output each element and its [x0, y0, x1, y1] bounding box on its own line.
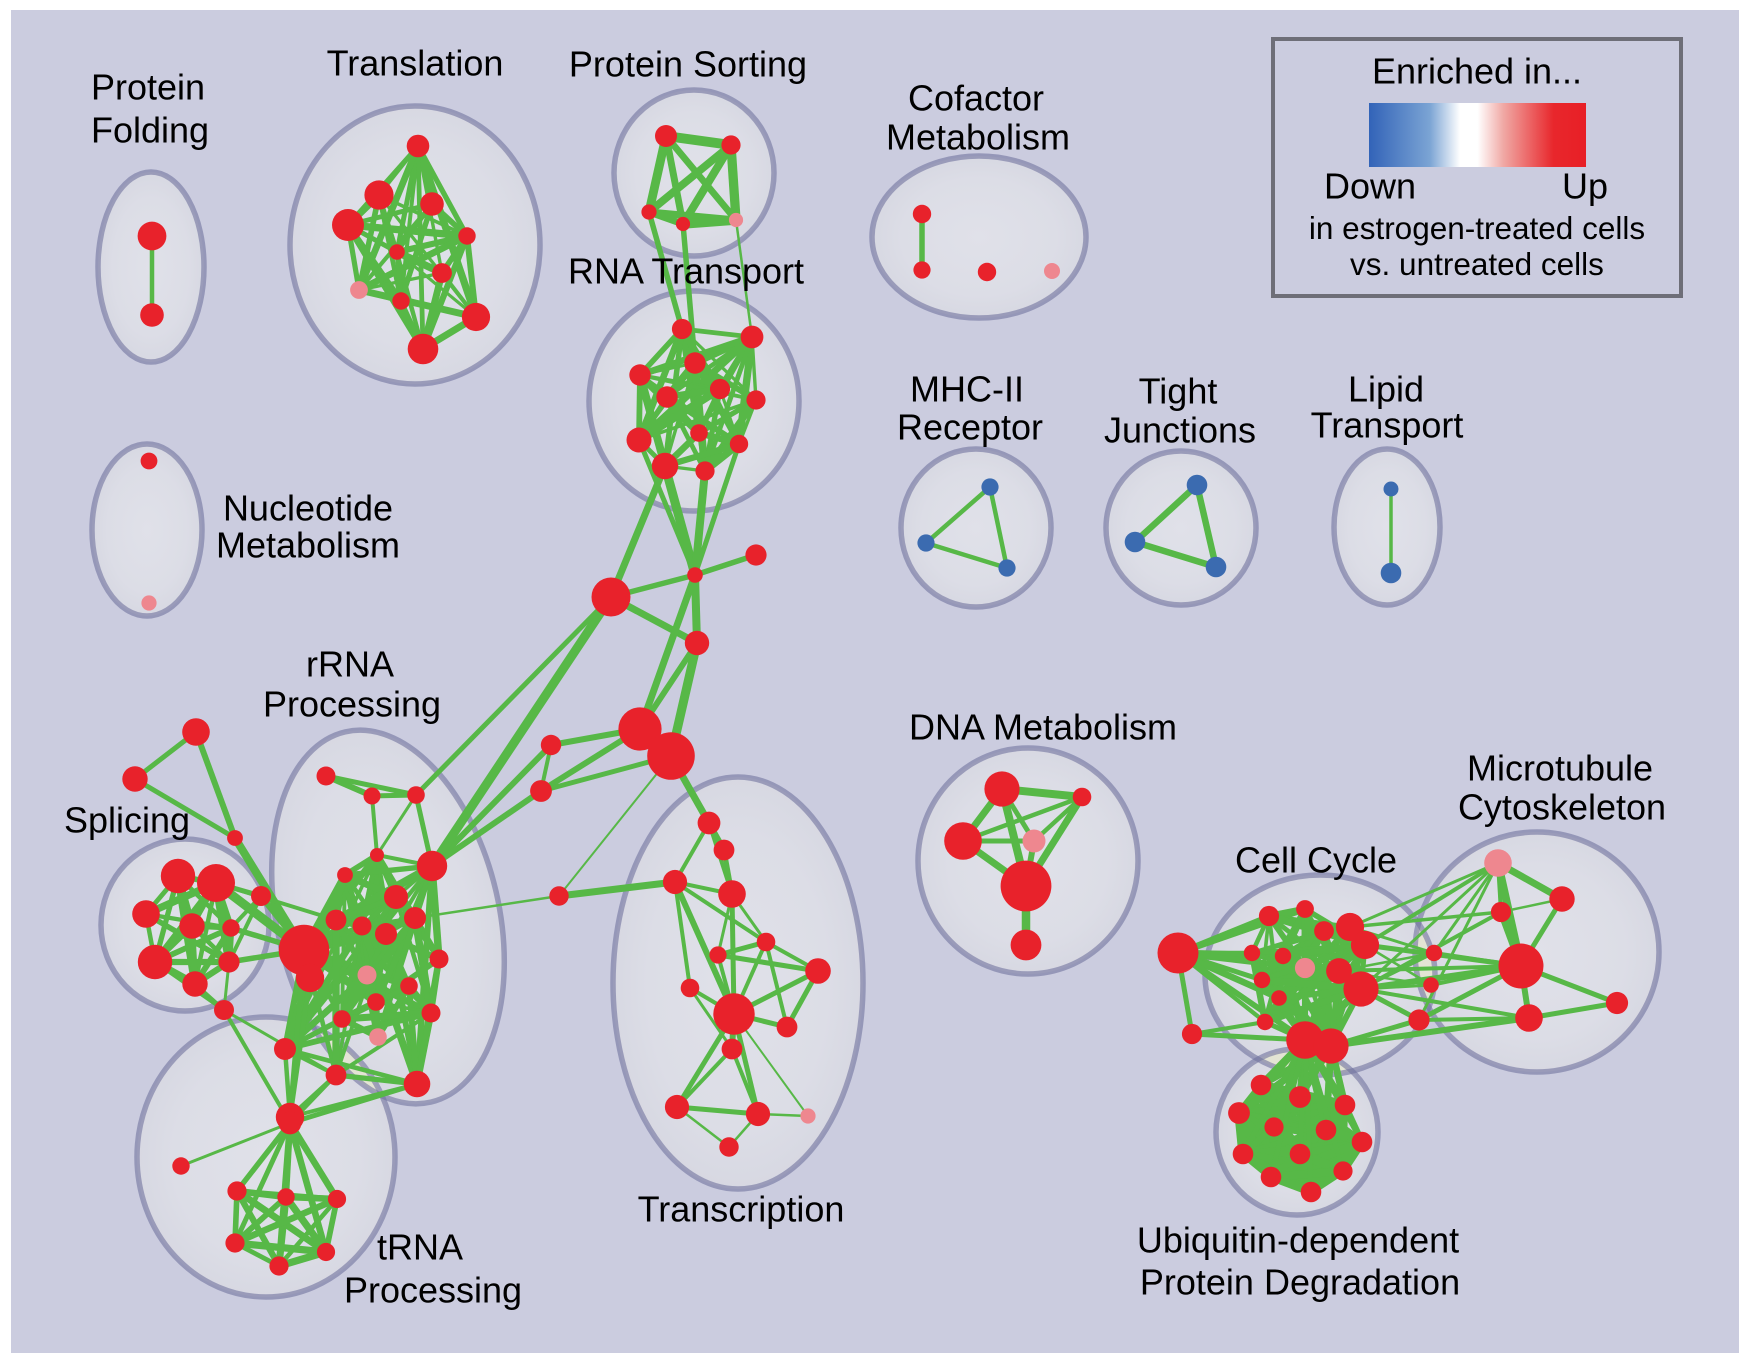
svg-text:Cytoskeleton: Cytoskeleton — [1458, 787, 1666, 828]
svg-text:Protein Degradation: Protein Degradation — [1140, 1262, 1460, 1303]
svg-text:Splicing: Splicing — [64, 800, 190, 841]
svg-text:Lipid: Lipid — [1348, 369, 1424, 410]
svg-text:Protein Sorting: Protein Sorting — [569, 44, 807, 85]
svg-text:Processing: Processing — [263, 684, 441, 725]
svg-text:Up: Up — [1562, 166, 1608, 207]
svg-text:Enriched in...: Enriched in... — [1372, 51, 1582, 92]
svg-text:Tight: Tight — [1139, 371, 1218, 412]
svg-text:Folding: Folding — [91, 110, 209, 151]
svg-text:Cofactor: Cofactor — [908, 78, 1044, 119]
svg-text:Nucleotide: Nucleotide — [223, 488, 393, 529]
svg-text:Microtubule: Microtubule — [1467, 748, 1653, 789]
svg-text:Junctions: Junctions — [1104, 410, 1256, 451]
svg-text:Protein: Protein — [91, 67, 205, 108]
svg-text:Ubiquitin-dependent: Ubiquitin-dependent — [1137, 1220, 1459, 1261]
svg-text:Transcription: Transcription — [638, 1189, 845, 1230]
svg-text:Translation: Translation — [327, 43, 504, 84]
svg-text:Metabolism: Metabolism — [216, 525, 400, 566]
svg-text:Cell Cycle: Cell Cycle — [1235, 840, 1397, 881]
svg-text:DNA Metabolism: DNA Metabolism — [909, 707, 1177, 748]
svg-text:vs. untreated cells: vs. untreated cells — [1350, 246, 1604, 282]
svg-text:tRNA: tRNA — [377, 1227, 463, 1268]
svg-text:rRNA: rRNA — [306, 644, 394, 685]
svg-text:Metabolism: Metabolism — [886, 117, 1070, 158]
svg-text:RNA Transport: RNA Transport — [568, 251, 804, 292]
svg-text:Down: Down — [1324, 166, 1416, 207]
svg-text:Receptor: Receptor — [897, 407, 1043, 448]
svg-text:in estrogen-treated cells: in estrogen-treated cells — [1309, 210, 1645, 246]
svg-text:MHC-II: MHC-II — [910, 369, 1024, 410]
svg-text:Transport: Transport — [1311, 405, 1464, 446]
svg-text:Processing: Processing — [344, 1270, 522, 1311]
